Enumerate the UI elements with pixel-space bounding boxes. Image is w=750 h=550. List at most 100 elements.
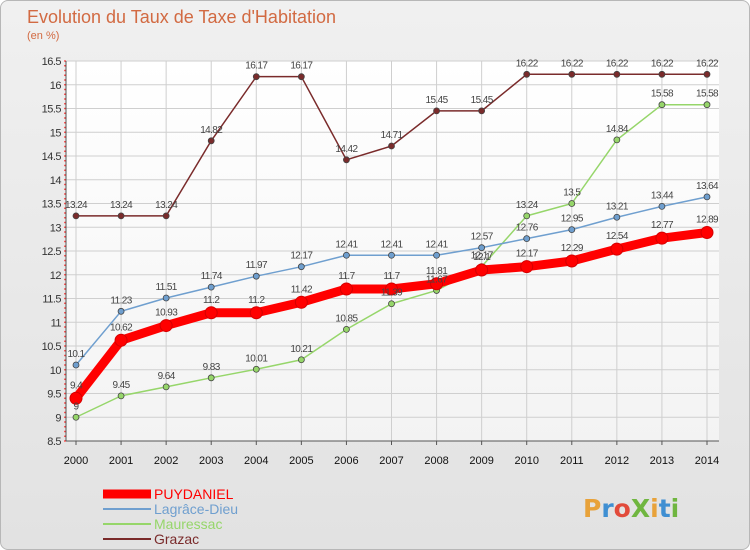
y-minor-tick	[64, 335, 66, 338]
y-tick-label: 8.5	[47, 436, 61, 448]
data-point-mauressac	[343, 325, 350, 333]
y-minor-tick	[64, 278, 66, 281]
data-label-mauressac: 12.17	[471, 251, 494, 262]
data-label-lagr-ce-dieu: 12.41	[380, 239, 403, 250]
data-point-puydaniel	[339, 282, 353, 296]
x-tick-label: 2007	[379, 455, 403, 467]
data-label-puydaniel: 10.93	[155, 308, 178, 319]
data-point-mauressac	[658, 101, 666, 109]
y-minor-tick	[64, 307, 66, 309]
data-label-grazac: 16.22	[651, 58, 674, 69]
data-point-lagr-ce-dieu	[207, 283, 215, 291]
data-label-lagr-ce-dieu: 11.23	[110, 295, 132, 306]
y-minor-tick	[64, 64, 66, 67]
data-label-grazac: 13.24	[65, 200, 88, 211]
y-minor-tick	[64, 435, 66, 438]
y-minor-tick	[64, 421, 66, 423]
data-label-grazac: 15.45	[471, 95, 494, 106]
data-label-puydaniel: 11.2	[248, 295, 265, 306]
data-point-lagr-ce-dieu	[568, 226, 576, 234]
y-minor-tick	[64, 131, 66, 134]
y-minor-tick	[64, 245, 66, 248]
y-tick-label: 15	[50, 127, 62, 139]
data-point-lagr-ce-dieu	[388, 251, 395, 259]
y-minor-tick	[64, 79, 66, 81]
data-label-lagr-ce-dieu: 12.95	[561, 214, 584, 225]
y-minor-tick	[64, 292, 66, 295]
data-point-grazac	[433, 107, 440, 115]
logo-letter: X	[631, 494, 650, 523]
y-minor-tick	[64, 326, 66, 328]
y-minor-tick	[64, 74, 66, 77]
y-minor-tick	[64, 250, 66, 252]
data-label-grazac: 14.42	[335, 144, 358, 155]
data-label-grazac: 13.24	[110, 200, 133, 211]
y-minor-tick	[64, 231, 66, 233]
y-minor-tick	[64, 93, 66, 96]
logo-letter: i	[671, 494, 680, 523]
data-label-puydaniel: 12.54	[606, 231, 629, 242]
data-label-mauressac: 9.83	[203, 362, 221, 373]
data-point-grazac	[658, 70, 666, 78]
y-minor-tick	[64, 183, 66, 186]
data-point-grazac	[478, 107, 486, 115]
y-minor-tick	[64, 69, 66, 72]
data-label-grazac: 16.17	[245, 61, 268, 72]
x-tick-label: 2002	[154, 455, 178, 467]
y-minor-tick	[64, 188, 66, 191]
y-minor-tick	[64, 340, 66, 343]
y-minor-tick	[64, 159, 66, 162]
data-label-puydaniel: 9.4	[70, 380, 83, 391]
data-label-grazac: 16.17	[290, 61, 313, 72]
legend-label: Grazac	[154, 531, 199, 547]
y-tick-label: 13.5	[42, 199, 62, 211]
data-label-grazac: 14.82	[200, 125, 223, 136]
x-tick-label: 2006	[334, 455, 358, 467]
logo-letter: t	[659, 494, 671, 523]
y-minor-tick	[64, 330, 66, 333]
data-point-puydaniel	[294, 295, 308, 309]
data-point-mauressac	[613, 136, 621, 144]
data-label-lagr-ce-dieu: 12.41	[426, 239, 449, 250]
data-point-grazac	[117, 212, 125, 220]
data-label-mauressac: 10.85	[335, 313, 358, 324]
y-tick-label: 9.5	[47, 389, 61, 401]
data-point-lagr-ce-dieu	[117, 307, 125, 315]
data-label-mauressac: 13.24	[516, 200, 539, 211]
legend-label: PUYDANIEL	[154, 486, 234, 502]
data-point-grazac	[297, 73, 305, 81]
y-minor-tick	[64, 397, 66, 400]
data-label-puydaniel: 11.42	[291, 284, 313, 295]
y-minor-tick	[64, 440, 66, 442]
y-minor-tick	[64, 425, 66, 428]
data-point-lagr-ce-dieu	[703, 193, 711, 201]
x-tick-label: 2004	[244, 455, 268, 467]
data-point-puydaniel	[565, 254, 579, 268]
data-point-puydaniel	[520, 260, 534, 274]
data-label-mauressac: 10.21	[290, 344, 313, 355]
y-minor-tick	[64, 368, 66, 371]
logo-letter: P	[583, 494, 601, 523]
y-minor-tick	[64, 359, 66, 362]
y-tick-label: 10	[50, 365, 62, 377]
y-minor-tick	[64, 373, 66, 376]
data-label-puydaniel: 11.81	[426, 266, 448, 277]
legend-label: Lagrâce-Dieu	[154, 501, 238, 517]
data-label-grazac: 13.24	[155, 200, 178, 211]
y-tick-label: 11.5	[42, 294, 61, 306]
y-minor-tick	[64, 378, 66, 381]
y-minor-tick	[64, 136, 66, 138]
y-minor-tick	[64, 269, 66, 271]
data-point-mauressac	[207, 374, 215, 382]
y-minor-tick	[64, 406, 66, 409]
data-point-grazac	[703, 70, 711, 78]
data-point-grazac	[207, 137, 215, 145]
y-minor-tick	[64, 60, 66, 62]
x-tick-label: 2012	[605, 455, 629, 467]
data-label-mauressac: 9	[74, 401, 80, 412]
data-point-lagr-ce-dieu	[343, 251, 350, 259]
y-minor-tick	[64, 145, 66, 148]
x-tick-label: 2009	[469, 455, 493, 467]
